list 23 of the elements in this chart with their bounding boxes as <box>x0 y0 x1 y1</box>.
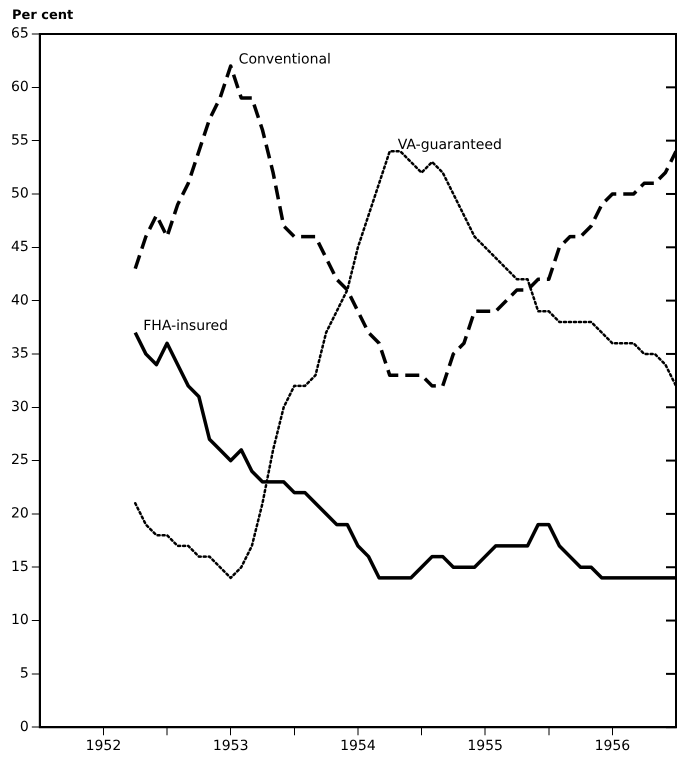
y-tick-label: 65 <box>10 26 29 42</box>
x-tick-label: 1956 <box>594 738 630 754</box>
y-tick-label: 5 <box>20 666 29 682</box>
y-tick-label: 35 <box>10 346 29 362</box>
series-label: VA-guaranteed <box>398 136 502 153</box>
series-label: FHA-insured <box>143 318 228 334</box>
y-tick-label: 60 <box>10 78 29 95</box>
y-tick-label: 50 <box>10 186 29 202</box>
x-tick-label: 1955 <box>467 738 503 754</box>
x-tick-label: 1952 <box>86 738 122 754</box>
y-axis-title: Per cent <box>12 8 74 23</box>
y-tick-label: 10 <box>10 612 29 628</box>
x-tick-label: 1954 <box>340 738 376 754</box>
y-tick-label: 20 <box>10 506 29 522</box>
y-tick-label: 45 <box>10 238 29 255</box>
x-tick-label: 1953 <box>212 738 248 754</box>
y-tick-label: 55 <box>10 132 29 148</box>
y-tick-label: 15 <box>10 558 29 575</box>
y-tick-label: 25 <box>10 452 29 468</box>
series-label: Conventional <box>238 52 331 68</box>
y-tick-label: 40 <box>10 292 29 308</box>
y-tick-label: 0 <box>20 718 29 735</box>
y-tick-label: 30 <box>10 398 29 415</box>
